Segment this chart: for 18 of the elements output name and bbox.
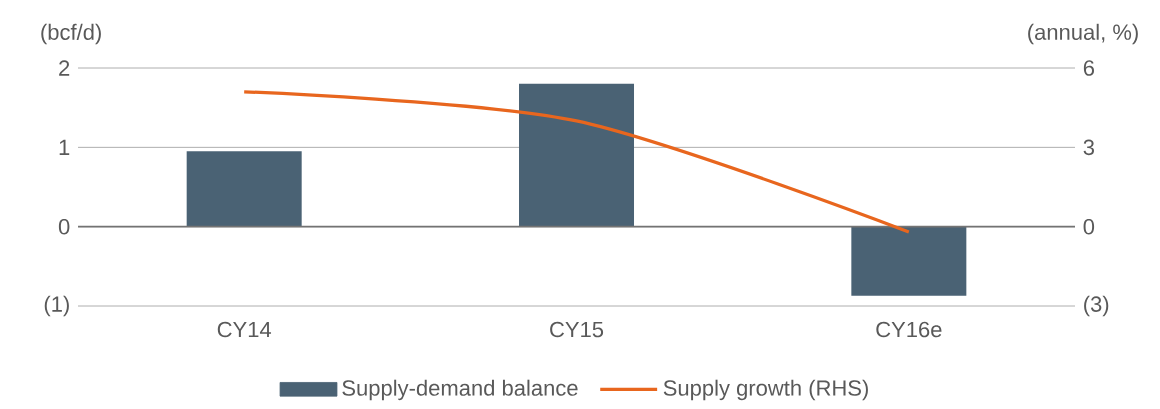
- y-tick-label: 1: [59, 139, 70, 155]
- y-tick-label: (1): [44, 295, 69, 317]
- bar: [519, 83, 635, 227]
- y-axis-title: (bcf/d): [41, 23, 101, 45]
- y2-tick-label: 6: [1083, 60, 1094, 76]
- x-tick-label: CY14: [217, 321, 272, 338]
- y2-tick-label: 3: [1083, 139, 1094, 156]
- x-tick-label: CY15: [550, 321, 604, 338]
- y2-tick-label: (3): [1084, 295, 1109, 317]
- bar: [851, 226, 967, 296]
- y2-axis-title: (annual, %): [1028, 23, 1138, 45]
- y-tick-label: 0: [58, 218, 70, 235]
- y2-tick-label: 0: [1083, 218, 1095, 235]
- x-tick-label: CY16e: [876, 321, 942, 338]
- bar: [186, 151, 302, 227]
- y-tick-label: 2: [59, 60, 70, 76]
- legend-label: Supply-demand balance: [342, 379, 578, 401]
- legend-label: Supply growth (RHS): [663, 379, 868, 401]
